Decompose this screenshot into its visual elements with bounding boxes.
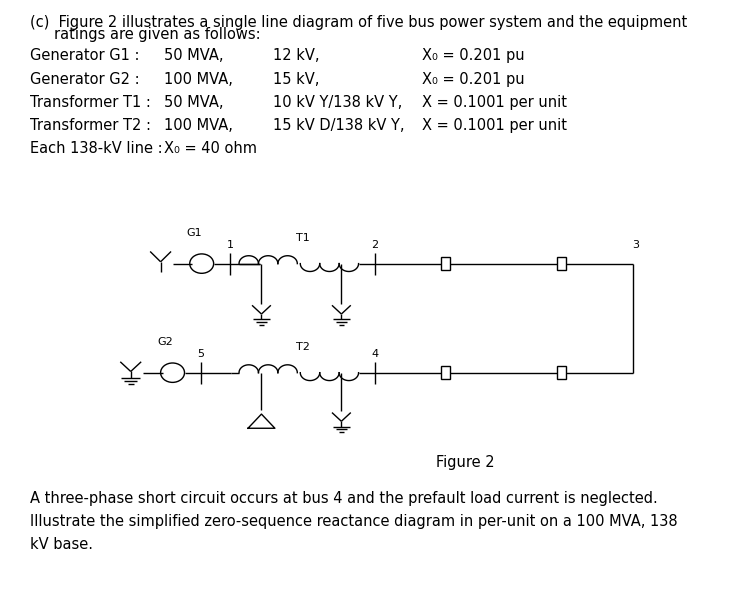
- Text: X₀ = 0.201 pu: X₀ = 0.201 pu: [422, 48, 524, 64]
- Bar: [557, 257, 566, 270]
- Bar: [441, 257, 450, 270]
- Text: 15 kV D/138 kV Y,: 15 kV D/138 kV Y,: [273, 118, 404, 133]
- Text: A three-phase short circuit occurs at bus 4 and the prefault load current is neg: A three-phase short circuit occurs at bu…: [30, 491, 657, 506]
- Text: G2: G2: [157, 338, 173, 347]
- Text: ratings are given as follows:: ratings are given as follows:: [54, 27, 261, 42]
- Text: X = 0.1001 per unit: X = 0.1001 per unit: [422, 118, 567, 133]
- Text: 4: 4: [371, 349, 379, 359]
- Text: G1: G1: [187, 228, 202, 238]
- Text: 12 kV,: 12 kV,: [273, 48, 319, 64]
- Text: Illustrate the simplified zero-sequence reactance diagram in per-unit on a 100 M: Illustrate the simplified zero-sequence …: [30, 514, 678, 529]
- Text: 50 MVA,: 50 MVA,: [164, 48, 224, 64]
- Text: T2: T2: [296, 342, 309, 351]
- Bar: [557, 366, 566, 379]
- Text: 2: 2: [371, 240, 379, 250]
- Text: X₀ = 0.201 pu: X₀ = 0.201 pu: [422, 72, 524, 87]
- Text: Generator G2 :: Generator G2 :: [30, 72, 140, 87]
- Text: 100 MVA,: 100 MVA,: [164, 72, 233, 87]
- Text: 15 kV,: 15 kV,: [273, 72, 319, 87]
- Text: 1: 1: [226, 240, 234, 250]
- Text: Transformer T2 :: Transformer T2 :: [30, 118, 151, 133]
- Text: 3: 3: [632, 240, 639, 250]
- Text: Each 138-kV line :: Each 138-kV line :: [30, 141, 163, 156]
- Bar: [441, 366, 450, 379]
- Text: X₀ = 40 ohm: X₀ = 40 ohm: [164, 141, 257, 156]
- Text: Transformer T1 :: Transformer T1 :: [30, 95, 151, 110]
- Text: X = 0.1001 per unit: X = 0.1001 per unit: [422, 95, 567, 110]
- Text: kV base.: kV base.: [30, 537, 93, 552]
- Text: Generator G1 :: Generator G1 :: [30, 48, 140, 64]
- Text: 100 MVA,: 100 MVA,: [164, 118, 233, 133]
- Text: T1: T1: [296, 233, 309, 242]
- Text: 50 MVA,: 50 MVA,: [164, 95, 224, 110]
- Text: Figure 2: Figure 2: [436, 454, 495, 470]
- Text: (c)  Figure 2 illustrates a single line diagram of five bus power system and the: (c) Figure 2 illustrates a single line d…: [30, 15, 687, 30]
- Text: 10 kV Y/138 kV Y,: 10 kV Y/138 kV Y,: [273, 95, 402, 110]
- Text: 5: 5: [197, 349, 205, 359]
